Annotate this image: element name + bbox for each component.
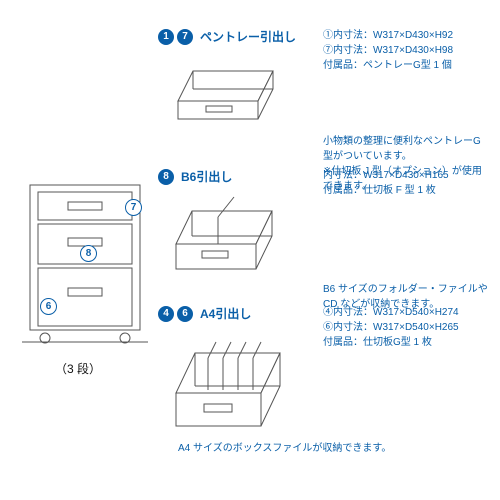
badge-4: 4 [158,306,174,322]
cab-badge-7: 7 [125,199,142,216]
a4-drawer-svg [158,328,288,438]
section-b6: 8 B6引出し 内寸法：W317×D430×H165付属品：仕切板 F 型 1 … [158,168,488,282]
dims-b6: 内寸法：W317×D430×H165付属品：仕切板 F 型 1 枚 [323,168,449,198]
badge-1: 1 [158,29,174,45]
cab-badge-6: 6 [40,298,57,315]
section-a4: 4 6 A4引出し ④内寸法：W317×D540×H274⑥内寸法：W317×D… [158,305,488,441]
section-title: ペントレー引出し [200,28,296,45]
badge-7: 7 [177,29,193,45]
section-title: B6引出し [181,168,232,185]
b6-drawer-svg [158,189,278,279]
badge-8: 8 [158,169,174,185]
dims-a4: ④内寸法：W317×D540×H274⑥内寸法：W317×D540×H265付属… [323,305,459,350]
section-pen: 1 7 ペントレー引出し ①内寸法：W317×D430×H92⑦内寸法：W317… [158,28,488,134]
cabinet-drawing: 7 8 6 [20,180,150,353]
cabinet-label: （3 段） [55,360,101,377]
dims-pen: ①内寸法：W317×D430×H92⑦内寸法：W317×D430×H98付属品：… [323,28,453,73]
badge-6: 6 [177,306,193,322]
section-title: A4引出し [200,305,251,322]
note-a4: A4 サイズのボックスファイルが収納できます。 [178,441,391,456]
cab-badge-8: 8 [80,245,97,262]
pen-drawer-svg [158,51,278,131]
